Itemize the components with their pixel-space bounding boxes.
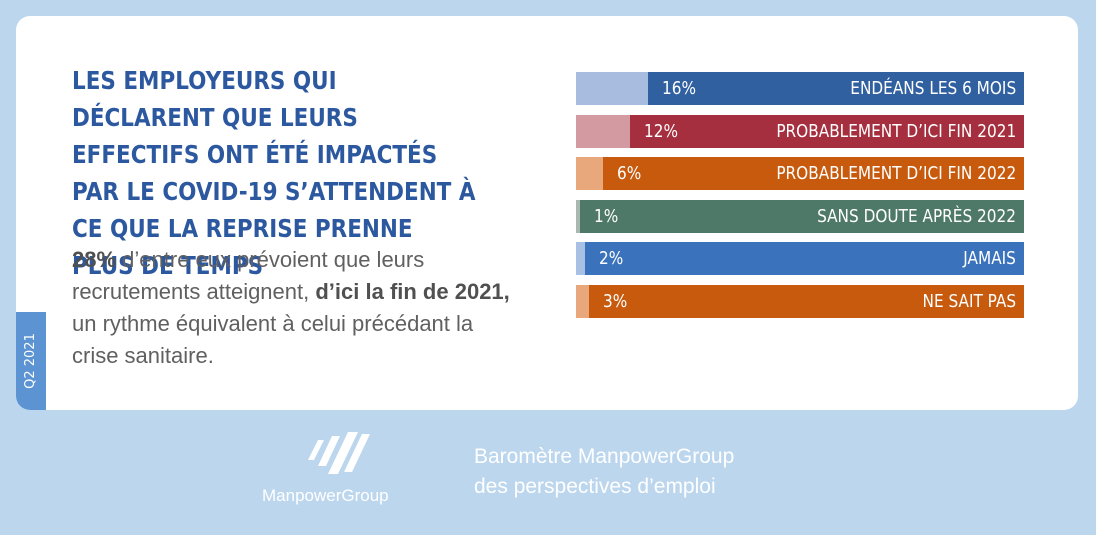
bar-value-label: 6% — [616, 163, 642, 184]
bar-category-label: NE SAIT PAS — [922, 290, 1016, 312]
bar-row: 12% PROBABLEMENT D’ICI FIN 2021 — [576, 114, 1024, 148]
bar-value-segment — [576, 242, 585, 275]
bar-value-label: 1% — [594, 205, 619, 227]
tagline-line2: des perspectives d’emploi — [474, 475, 716, 498]
bar-value-segment — [576, 199, 581, 233]
bar-value-label: 12% — [643, 120, 678, 142]
bar-value-segment — [576, 157, 603, 190]
bar-row: 16% ENDÉANS LES 6 MOIS — [576, 72, 1024, 105]
body-bold: d’ici la fin de 2021, — [315, 279, 510, 304]
bar-row: 3% NE SAIT PAS — [576, 284, 1024, 318]
bar-chart: 16% ENDÉANS LES 6 MOIS 12% PROBABLEMENT D’I… — [576, 72, 1024, 322]
bar-row: 2% JAMAIS — [576, 242, 1024, 275]
bar-value-segment — [576, 114, 630, 148]
headline: LES EMPLOYEURS QUI DÉCLARENT QUE LEURS E… — [72, 66, 476, 280]
bar-value-label: 16% — [661, 78, 696, 99]
bar-value-segment — [576, 72, 648, 105]
bar-category-label: JAMAIS — [963, 248, 1016, 269]
bar-value-segment — [576, 284, 590, 318]
brand-name: ManpowerGroup — [262, 486, 389, 505]
body-text-part1: d’entre eux prévoient que leurs recrutem… — [72, 247, 425, 304]
bar-value-label: 3% — [603, 290, 628, 312]
body-percent: 28% — [72, 247, 117, 272]
bar-category-label: PROBABLEMENT D’ICI FIN 2022 — [776, 163, 1016, 184]
bar-category-label: PROBABLEMENT D’ICI FIN 2021 — [776, 120, 1016, 142]
bar-value-label: 2% — [598, 248, 624, 269]
body-text-part2: un rythme équivalent à celui précédant l… — [72, 311, 474, 368]
bar-row: 6% PROBABLEMENT D’ICI FIN 2022 — [576, 157, 1024, 190]
body-text: 28% d’entre eux prévoient que leurs recr… — [72, 244, 512, 372]
tagline: Baromètre ManpowerGroup des perspectives… — [474, 442, 734, 502]
tagline-line1: Baromètre ManpowerGroup — [474, 445, 735, 468]
period-label: Q2 2021 — [23, 333, 38, 389]
bar-row: 1% SANS DOUTE APRÈS 2022 — [576, 199, 1024, 233]
period-tab: Q2 2021 — [16, 312, 46, 410]
bar-category-label: SANS DOUTE APRÈS 2022 — [817, 205, 1016, 227]
bar-category-label: ENDÉANS LES 6 MOIS — [850, 78, 1016, 99]
manpowergroup-logo-icon — [308, 432, 370, 474]
